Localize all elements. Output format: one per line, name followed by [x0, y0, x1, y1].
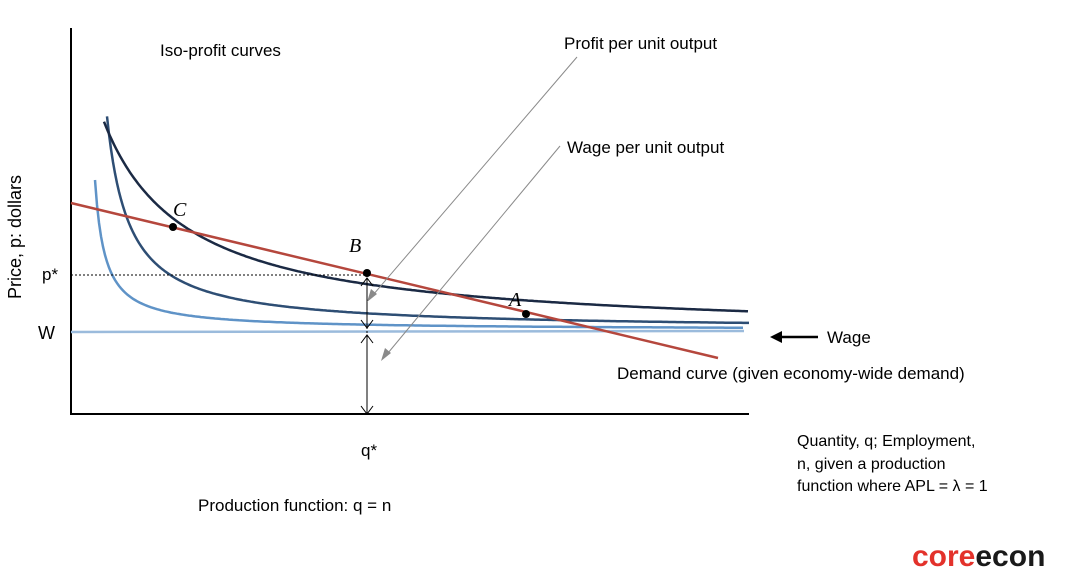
- demand-curve: [70, 201, 719, 360]
- x-axis-label-line3: function where APL = λ = 1: [797, 478, 988, 495]
- iso-profit-curve-middle: [105, 116, 749, 325]
- profit-per-unit-arrow: [360, 277, 374, 329]
- coreecon-logo: coreecon: [912, 540, 1045, 573]
- profit-per-unit-label: Profit per unit output: [564, 34, 717, 53]
- p-star-label: p*: [42, 265, 58, 284]
- y-axis-label: Price, p: dollars: [5, 175, 25, 299]
- point-c-label: C: [173, 199, 187, 221]
- wage-line: [70, 329, 745, 334]
- wage-per-unit-arrow: [360, 334, 374, 415]
- point-b-marker: [363, 269, 371, 277]
- production-function-label: Production function: q = n: [198, 496, 391, 515]
- point-c-marker: [169, 223, 177, 231]
- x-axis-label-line2: n, given a production: [797, 456, 946, 473]
- iso-profit-curve-inner: [93, 179, 743, 329]
- w-label: W: [38, 323, 55, 343]
- wage-pointer: [381, 145, 561, 361]
- q-star-label: q*: [361, 441, 377, 460]
- wage-arrow: [770, 331, 818, 343]
- point-b-label: B: [349, 235, 361, 257]
- profit-pointer: [367, 56, 578, 302]
- point-a-label: A: [507, 289, 522, 311]
- point-a-marker: [522, 310, 530, 318]
- demand-curve-label: Demand curve (given economy-wide demand): [617, 364, 965, 383]
- wage-label: Wage: [827, 328, 871, 347]
- iso-profit-label: Iso-profit curves: [160, 41, 281, 60]
- x-axis-label-line1: Quantity, q; Employment,: [797, 433, 975, 450]
- iso-profit-curve-outer: [102, 121, 749, 313]
- wage-per-unit-label: Wage per unit output: [567, 138, 724, 157]
